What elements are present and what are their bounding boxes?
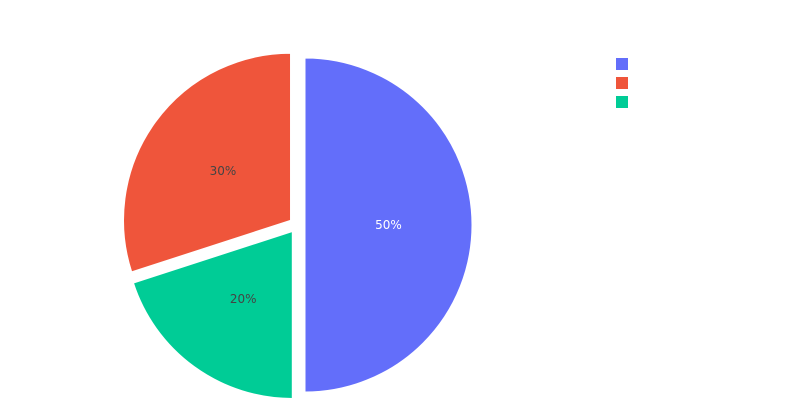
slice-label-0: 50%: [375, 218, 402, 232]
pie-slice-1[interactable]: [132, 230, 293, 399]
slices-layer: [123, 52, 473, 399]
legend[interactable]: [616, 58, 628, 108]
legend-item-2[interactable]: [616, 96, 628, 108]
slice-label-1: 20%: [230, 292, 257, 306]
legend-item-1[interactable]: [616, 77, 628, 89]
slice-labels: 50% 20% 30%: [210, 164, 402, 306]
legend-swatch-0: [616, 58, 628, 70]
legend-swatch-2: [616, 96, 628, 108]
slice-label-2: 30%: [210, 164, 237, 178]
legend-swatch-1: [616, 77, 628, 89]
pie-slice-0[interactable]: [304, 57, 473, 393]
legend-item-0[interactable]: [616, 58, 628, 70]
pie-slice-2[interactable]: [123, 52, 292, 273]
